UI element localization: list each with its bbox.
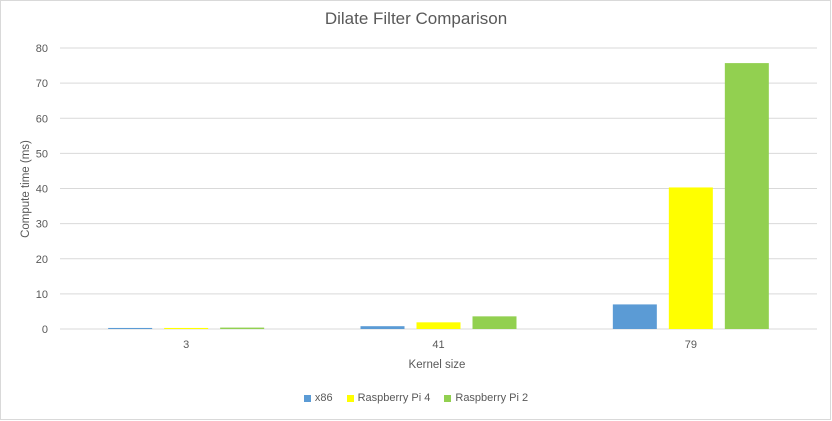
y-tick-label: 50 — [36, 148, 48, 160]
x-tick-label: 3 — [183, 339, 189, 351]
legend-swatch — [303, 394, 311, 402]
y-axis-title: Compute time (ms) — [20, 140, 32, 238]
legend-label: x86 — [314, 392, 333, 404]
bar-raspberry-pi-2-41 — [472, 316, 517, 329]
y-tick-label: 10 — [36, 289, 48, 301]
legend-swatch — [444, 394, 452, 402]
legend-item: Raspberry Pi 2 — [444, 392, 528, 404]
y-tick-label: 20 — [36, 254, 48, 266]
y-tick-label: 80 — [36, 43, 48, 55]
y-tick-label: 30 — [36, 219, 48, 231]
y-tick-label: 40 — [36, 184, 48, 196]
x-axis-title: Kernel size — [409, 359, 466, 371]
y-tick-label: 0 — [42, 324, 48, 336]
legend-item: x86 — [303, 392, 333, 404]
y-axis-ticks: 0 10 20 30 40 50 60 70 80 — [36, 43, 48, 336]
bar-x86-41 — [360, 326, 405, 329]
bar-raspberry-pi-4-3 — [164, 327, 209, 329]
legend: x86 Raspberry Pi 4 Raspberry Pi 2 — [0, 392, 832, 404]
bar-raspberry-pi-2-79 — [724, 63, 769, 329]
chart-title: Dilate Filter Comparison — [324, 9, 508, 28]
bar-raspberry-pi-2-3 — [220, 327, 265, 329]
legend-label: Raspberry Pi 2 — [455, 392, 529, 404]
bar-raspberry-pi-4-79 — [668, 187, 713, 329]
legend-swatch — [346, 394, 354, 402]
bar-x86-79 — [612, 304, 657, 329]
bar-x86-3 — [108, 327, 153, 329]
x-tick-label: 79 — [685, 339, 697, 351]
legend-item: Raspberry Pi 4 — [346, 392, 431, 404]
y-tick-label: 70 — [36, 78, 48, 90]
x-tick-label: 41 — [432, 339, 444, 351]
x-axis-ticks: 3 41 79 — [183, 339, 697, 351]
bar-raspberry-pi-4-41 — [416, 322, 461, 329]
bars — [108, 63, 769, 329]
legend-label: Raspberry Pi 4 — [357, 392, 431, 404]
y-tick-label: 60 — [36, 113, 48, 125]
